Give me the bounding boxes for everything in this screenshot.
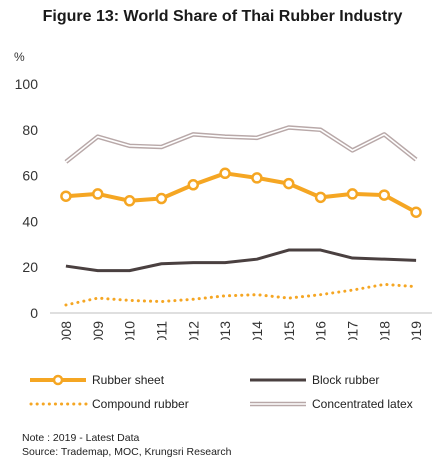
data-point-rubber-sheet [410,206,422,218]
y-tick-label: 60 [22,168,38,184]
x-tick-label: 2016 [313,321,329,340]
x-tick-label: 2014 [249,321,265,340]
data-point-rubber-sheet [378,189,390,201]
legend-label-compound-rubber: Compound rubber [92,397,189,411]
data-point-rubber-sheet [123,195,136,207]
chart-source: Source: Trademap, MOC, Krungsri Research [22,446,232,458]
x-tick-label: 2010 [122,321,138,340]
y-tick-label: 20 [22,259,38,275]
series-line-rubber-sheet [65,171,418,215]
x-tick-label: 2015 [281,321,297,340]
data-point-rubber-sheet [92,188,104,200]
chart-title: Figure 13: World Share of Thai Rubber In… [42,8,403,25]
x-tick-label: 2019 [408,321,424,340]
data-point-rubber-sheet [219,167,231,180]
data-point-rubber-sheet [283,177,295,190]
data-point-rubber-sheet [60,190,72,202]
data-point-rubber-sheet [155,192,168,205]
y-tick-label: 40 [22,213,38,229]
data-point-rubber-sheet [346,188,359,200]
x-tick-label: 2018 [376,321,392,340]
y-axis-unit-label: % [14,50,25,64]
legend-swatch-rubber-sheet [30,374,86,386]
series-line-block-rubber [65,248,417,273]
x-tick-label: 2013 [217,321,233,340]
series-line-inner-concentrated-latex [65,126,417,163]
series-line-compound-rubber [64,282,418,307]
legend-swatch-compound-rubber [29,402,88,406]
legend-swatch-block-rubber [250,378,306,382]
x-tick-label: 2011 [153,321,169,340]
y-tick-label: 100 [15,76,39,92]
data-point-rubber-sheet [187,179,199,191]
legend-label-rubber-sheet: Rubber sheet [92,373,165,387]
legend-swatch-concentrated-latex [250,401,306,407]
data-point-rubber-sheet [251,172,263,184]
x-tick-label: 2009 [90,321,106,340]
chart-note: Note : 2019 - Latest Data [22,432,140,444]
x-tick-label: 2008 [58,321,74,340]
legend-label-concentrated-latex: Concentrated latex [312,397,413,411]
legend-label-block-rubber: Block rubber [312,373,380,387]
x-tick-label: 2017 [344,321,360,340]
x-tick-label: 2012 [185,321,201,340]
y-tick-label: 0 [30,305,38,321]
data-point-rubber-sheet [314,191,327,204]
y-tick-label: 80 [22,122,38,138]
line-chart: 0 20 40 60 80 100 2008 2009 2010 2011 2012 2013 2014… [15,76,432,340]
